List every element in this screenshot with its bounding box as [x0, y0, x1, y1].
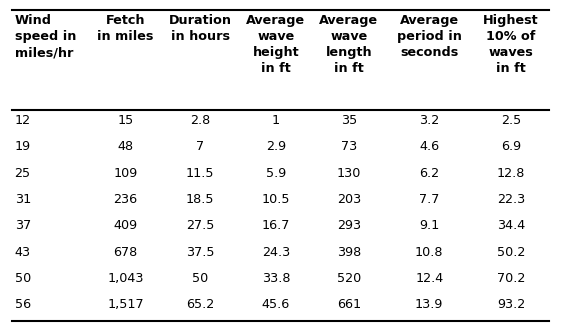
Text: Duration
in hours: Duration in hours: [169, 14, 231, 43]
Text: 6.9: 6.9: [501, 141, 521, 153]
Text: 7.7: 7.7: [419, 193, 439, 206]
Text: 2.5: 2.5: [501, 114, 521, 127]
Text: 12.4: 12.4: [415, 272, 443, 285]
Text: 7: 7: [196, 141, 204, 153]
Text: Wind
speed in
miles/hr: Wind speed in miles/hr: [15, 14, 76, 59]
Text: 10.8: 10.8: [415, 246, 443, 259]
Text: 3.2: 3.2: [419, 114, 439, 127]
Text: 93.2: 93.2: [497, 298, 525, 311]
Text: 27.5: 27.5: [186, 219, 214, 232]
Text: 37: 37: [15, 219, 31, 232]
Text: 65.2: 65.2: [186, 298, 214, 311]
Text: 18.5: 18.5: [186, 193, 214, 206]
Text: 16.7: 16.7: [262, 219, 290, 232]
Text: 35: 35: [341, 114, 357, 127]
Text: 520: 520: [337, 272, 361, 285]
Text: 2.8: 2.8: [190, 114, 210, 127]
Text: 22.3: 22.3: [497, 193, 525, 206]
Text: 1,517: 1,517: [107, 298, 144, 311]
Text: 25: 25: [15, 167, 31, 180]
Text: 31: 31: [15, 193, 31, 206]
Text: 33.8: 33.8: [262, 272, 290, 285]
Text: 13.9: 13.9: [415, 298, 443, 311]
Text: 9.1: 9.1: [419, 219, 439, 232]
Text: 43: 43: [15, 246, 31, 259]
Text: 661: 661: [337, 298, 361, 311]
Text: 10.5: 10.5: [262, 193, 290, 206]
Text: 56: 56: [15, 298, 31, 311]
Text: 48: 48: [117, 141, 134, 153]
Text: 37.5: 37.5: [186, 246, 214, 259]
Text: 236: 236: [113, 193, 138, 206]
Text: 15: 15: [117, 114, 134, 127]
Text: 109: 109: [113, 167, 138, 180]
Text: 11.5: 11.5: [186, 167, 214, 180]
Text: 50: 50: [15, 272, 31, 285]
Text: 2.9: 2.9: [266, 141, 286, 153]
Text: 24.3: 24.3: [262, 246, 290, 259]
Text: 409: 409: [113, 219, 138, 232]
Text: 398: 398: [337, 246, 361, 259]
Text: 73: 73: [341, 141, 357, 153]
Text: 678: 678: [113, 246, 138, 259]
Text: 12.8: 12.8: [497, 167, 525, 180]
Text: 4.6: 4.6: [419, 141, 439, 153]
Text: 12: 12: [15, 114, 31, 127]
Text: 70.2: 70.2: [497, 272, 525, 285]
Text: 1: 1: [272, 114, 280, 127]
Text: 50.2: 50.2: [497, 246, 525, 259]
Text: 6.2: 6.2: [419, 167, 439, 180]
Text: Average
wave
height
in ft: Average wave height in ft: [246, 14, 305, 75]
Text: Highest
10% of
waves
in ft: Highest 10% of waves in ft: [483, 14, 539, 75]
Text: 5.9: 5.9: [266, 167, 286, 180]
Text: 19: 19: [15, 141, 31, 153]
Text: 293: 293: [337, 219, 361, 232]
Text: 50: 50: [192, 272, 208, 285]
Text: 130: 130: [337, 167, 361, 180]
Text: 45.6: 45.6: [262, 298, 290, 311]
Text: Fetch
in miles: Fetch in miles: [98, 14, 154, 43]
Text: 203: 203: [337, 193, 361, 206]
Text: Average
period in
seconds: Average period in seconds: [397, 14, 462, 59]
Text: Average
wave
length
in ft: Average wave length in ft: [319, 14, 378, 75]
Text: 34.4: 34.4: [497, 219, 525, 232]
Text: 1,043: 1,043: [107, 272, 144, 285]
